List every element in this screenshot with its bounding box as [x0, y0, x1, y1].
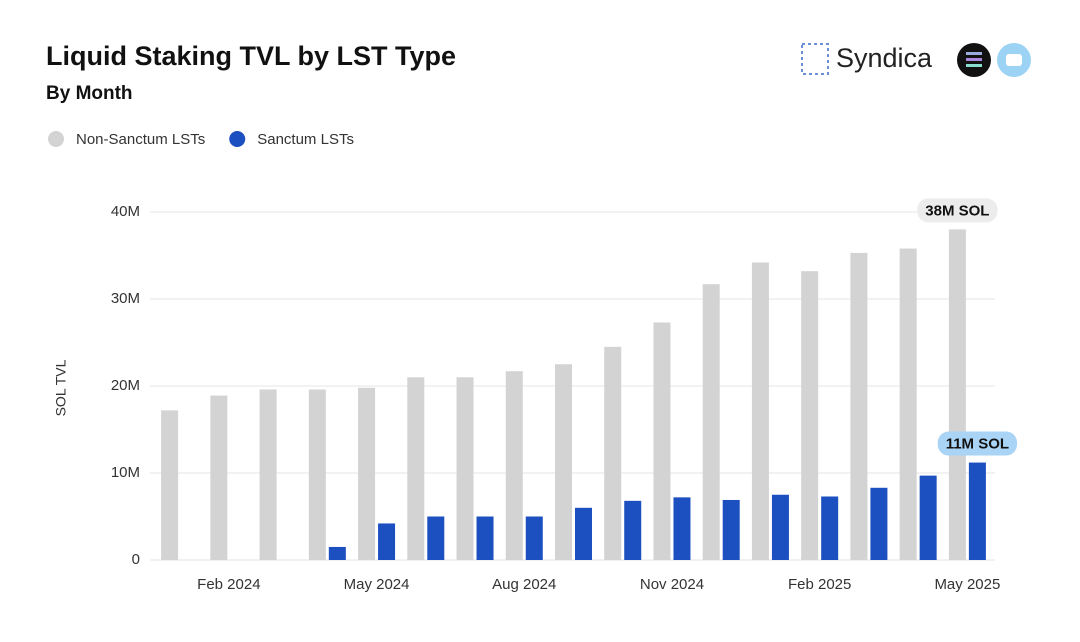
bar	[378, 523, 396, 560]
bar	[575, 507, 592, 560]
bar	[259, 389, 277, 560]
bar	[456, 377, 474, 560]
y-tick-label: 10M	[111, 464, 140, 481]
y-tick-label: 20M	[111, 377, 140, 394]
legend-label: Non-Sanctum LSTs	[76, 131, 205, 148]
brand-name: Syndica	[836, 43, 933, 73]
bar	[899, 248, 917, 561]
bar	[653, 322, 671, 560]
bar	[555, 364, 572, 560]
value-label-bg	[917, 198, 998, 223]
bar	[407, 377, 425, 560]
x-tick-label: May 2024	[344, 576, 410, 593]
bar	[801, 271, 819, 560]
bar	[476, 516, 494, 560]
bar	[821, 496, 839, 560]
value-label-bg	[937, 431, 1018, 456]
bar	[919, 475, 937, 560]
bar	[771, 494, 789, 560]
y-axis-label: SOL TVL	[53, 359, 69, 416]
x-tick-label: May 2025	[934, 576, 1000, 593]
x-tick-label: Aug 2024	[492, 576, 556, 593]
bar	[358, 387, 376, 560]
bar	[673, 497, 691, 560]
bar	[870, 487, 888, 560]
bar	[161, 410, 179, 560]
chart-title: Liquid Staking TVL by LST Type	[46, 41, 456, 71]
bar	[210, 395, 228, 560]
x-tick-label: Nov 2024	[640, 576, 704, 593]
bar	[308, 389, 326, 560]
bar	[722, 499, 740, 560]
bar	[624, 500, 642, 560]
value-label: 11M SOL	[946, 436, 1009, 453]
y-tick-label: 0	[132, 551, 140, 568]
bar	[948, 229, 966, 560]
bar	[850, 252, 868, 560]
bar	[505, 371, 523, 560]
bar	[525, 516, 543, 560]
chart-subtitle: By Month	[46, 83, 133, 104]
y-tick-label: 30M	[111, 290, 140, 307]
x-tick-label: Feb 2025	[788, 576, 851, 593]
brand-logo: Syndica	[801, 43, 1031, 77]
bar	[702, 284, 720, 560]
legend-label: Sanctum LSTs	[257, 131, 354, 148]
bar	[751, 262, 769, 560]
bar	[328, 546, 346, 560]
bar	[604, 346, 622, 560]
bar	[968, 462, 986, 560]
legend-swatch	[229, 131, 246, 147]
x-tick-label: Feb 2024	[197, 576, 260, 593]
bar	[427, 516, 445, 560]
y-tick-label: 40M	[111, 203, 140, 220]
value-label: 38M SOL	[925, 202, 989, 219]
legend-swatch	[48, 131, 64, 147]
